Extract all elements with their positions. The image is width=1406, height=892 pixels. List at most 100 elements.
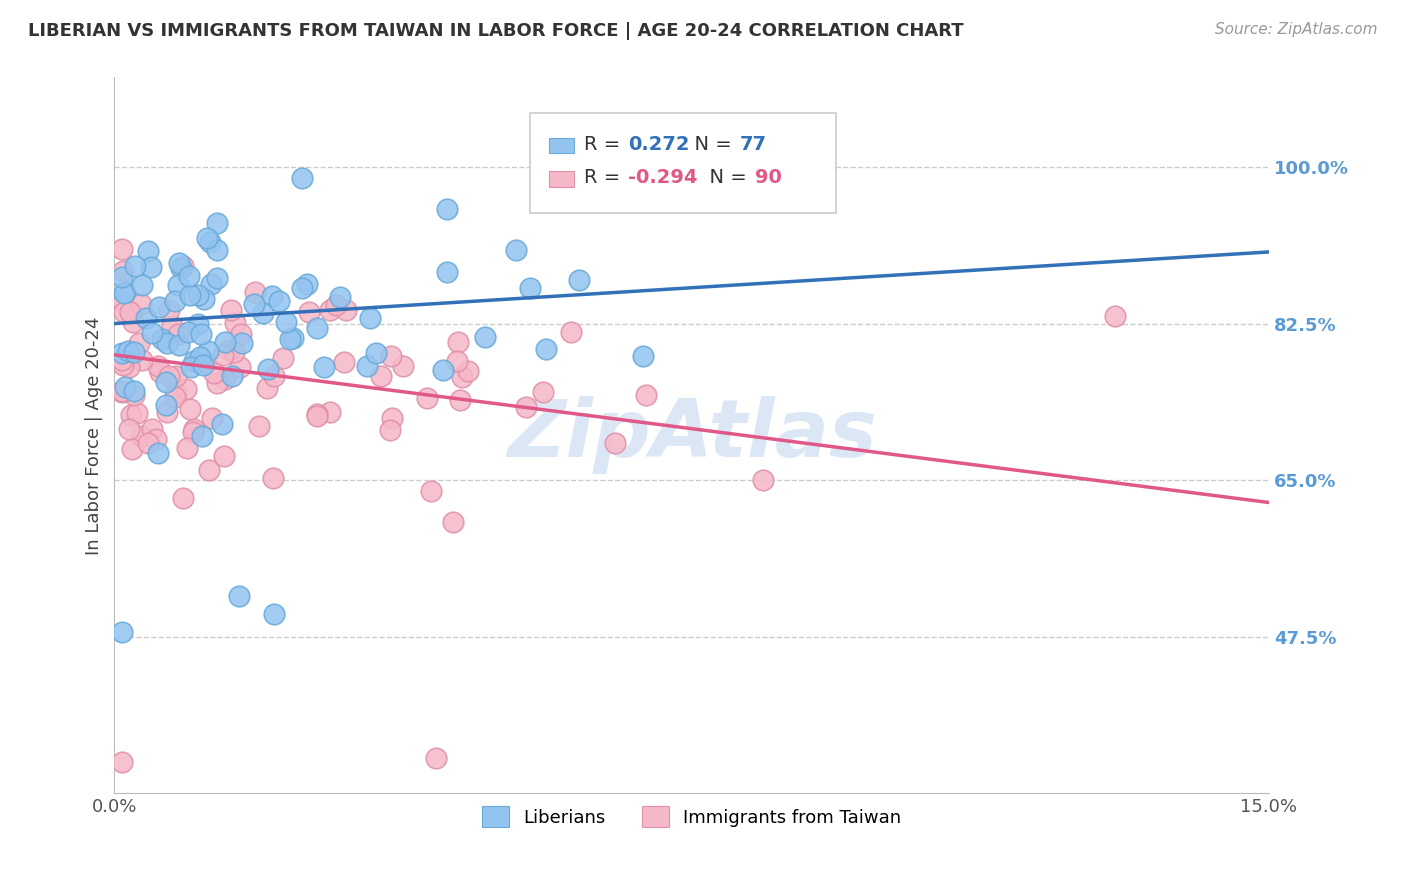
Point	[135, 311, 157, 326]
Point	[197, 343, 219, 358]
Text: N =: N =	[697, 169, 754, 187]
Point	[291, 171, 314, 186]
Point	[218, 343, 240, 358]
Point	[519, 281, 541, 295]
Point	[167, 256, 190, 270]
Point	[224, 316, 246, 330]
Point	[359, 310, 381, 325]
Point	[111, 384, 134, 399]
Point	[112, 264, 135, 278]
Point	[314, 360, 336, 375]
Point	[531, 384, 554, 399]
Point	[122, 315, 145, 329]
Point	[111, 625, 134, 640]
Point	[380, 349, 402, 363]
FancyBboxPatch shape	[548, 137, 574, 153]
Point	[333, 354, 356, 368]
Point	[139, 260, 162, 274]
Point	[335, 302, 357, 317]
Text: LIBERIAN VS IMMIGRANTS FROM TAIWAN IN LABOR FORCE | AGE 20-24 CORRELATION CHART: LIBERIAN VS IMMIGRANTS FROM TAIWAN IN LA…	[28, 22, 963, 40]
Point	[325, 298, 347, 312]
Point	[256, 381, 278, 395]
Text: 77: 77	[740, 135, 768, 153]
Point	[449, 392, 471, 407]
Point	[381, 410, 404, 425]
Point	[155, 375, 177, 389]
Point	[183, 422, 205, 436]
Point	[195, 230, 218, 244]
FancyBboxPatch shape	[530, 113, 837, 213]
Point	[446, 334, 468, 349]
Point	[163, 294, 186, 309]
Point	[120, 408, 142, 422]
Point	[631, 349, 654, 363]
Point	[165, 385, 187, 400]
Text: R =: R =	[585, 169, 627, 187]
Point	[425, 750, 447, 764]
Point	[177, 269, 200, 284]
Point	[179, 401, 201, 416]
Text: N =: N =	[682, 135, 738, 153]
Point	[187, 355, 209, 369]
Point	[280, 332, 302, 346]
Point	[165, 368, 187, 383]
Point	[111, 384, 134, 399]
Point	[136, 436, 159, 450]
Point	[117, 343, 139, 358]
Point	[451, 370, 474, 384]
Point	[160, 318, 183, 333]
Point	[229, 360, 252, 375]
Point	[515, 400, 537, 414]
Point	[111, 242, 134, 256]
Point	[131, 297, 153, 311]
Point	[146, 359, 169, 373]
Point	[183, 354, 205, 368]
Point	[111, 755, 134, 769]
Point	[155, 398, 177, 412]
Point	[120, 305, 142, 319]
Point	[247, 419, 270, 434]
Point	[193, 293, 215, 307]
Point	[125, 406, 148, 420]
Point	[416, 391, 439, 405]
Point	[174, 382, 197, 396]
Point	[141, 422, 163, 436]
Text: R =: R =	[585, 135, 627, 153]
Point	[112, 305, 135, 319]
Point	[260, 289, 283, 303]
Point	[111, 294, 134, 309]
Point	[111, 346, 134, 360]
Point	[214, 334, 236, 349]
Point	[364, 346, 387, 360]
Point	[118, 422, 141, 436]
Point	[269, 294, 291, 309]
Point	[131, 277, 153, 292]
Point	[221, 369, 243, 384]
Point	[122, 388, 145, 402]
Point	[129, 429, 152, 443]
Point	[252, 305, 274, 319]
Point	[165, 390, 187, 404]
Point	[222, 345, 245, 359]
Point	[378, 423, 401, 437]
Point	[457, 364, 479, 378]
Point	[446, 354, 468, 368]
Point	[534, 342, 557, 356]
Point	[605, 436, 627, 450]
Point	[141, 326, 163, 340]
Point	[212, 449, 235, 463]
FancyBboxPatch shape	[548, 171, 574, 187]
Point	[441, 515, 464, 529]
Point	[181, 425, 204, 440]
Point	[219, 303, 242, 318]
Point	[177, 325, 200, 339]
Point	[243, 297, 266, 311]
Point	[157, 368, 180, 383]
Point	[211, 417, 233, 431]
Text: 90: 90	[755, 169, 782, 187]
Point	[114, 379, 136, 393]
Point	[307, 321, 329, 335]
Point	[190, 326, 212, 341]
Point	[121, 442, 143, 457]
Point	[111, 270, 134, 285]
